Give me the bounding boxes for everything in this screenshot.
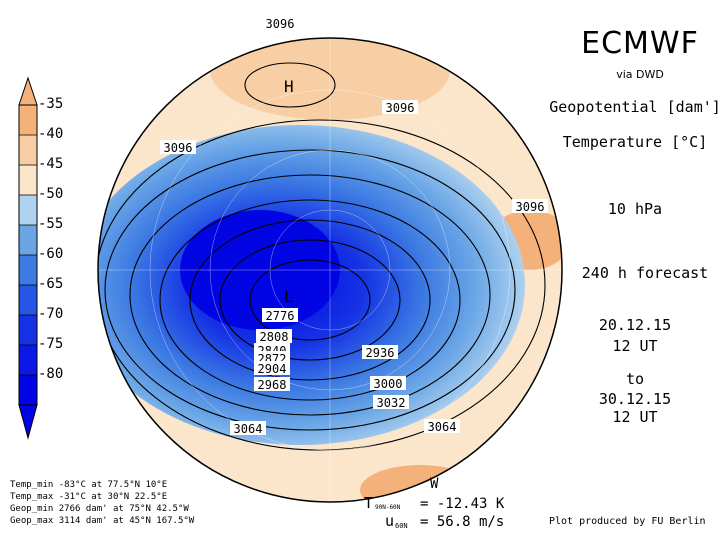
contour-label-box [382,100,418,114]
contour-label: 3096 [386,101,415,115]
colorbar-label: -55 [38,216,64,232]
colorbar-label: -50 [38,186,64,202]
geop-max-stat: Geop_max 3114 dam' at 45°N 167.5°W [10,516,195,526]
colorbar-label: -60 [38,246,64,262]
to-label: to [625,370,645,388]
contour-label: 2904 [258,362,287,376]
contour-label-box [160,140,196,154]
contour-label: 3064 [234,422,263,436]
pressure-level: 10 hPa [607,200,663,218]
colorbar-label: -70 [38,306,64,322]
u-index-symbol: u [385,512,395,530]
contour-label-box [370,376,406,390]
west-marker: W [430,476,439,492]
geop-min-stat: Geop_min 2766 dam' at 75°N 42.5°W [10,504,189,514]
init-time: 12 UT [612,337,658,355]
contour-label: 3064 [428,420,457,434]
contour-label: 2936 [366,346,395,360]
colorbar-label: -40 [38,126,64,142]
contour-label: 3096 [516,200,545,214]
contour-label: 2968 [258,378,287,392]
colorbar-label: -35 [38,96,64,112]
high-marker: H [284,77,294,96]
colorbar-label: -45 [38,156,64,172]
colorbar-label: -65 [38,276,64,292]
colorbar-label: -80 [38,366,64,382]
contour-label-box [254,377,290,391]
contour-label: 2808 [260,330,289,344]
temp-max-stat: Temp_max -31°C at 30°N 22.5°E [10,492,168,502]
init-date: 20.12.15 [598,316,672,334]
model-title: ECMWF [581,26,699,61]
t-index-subscript: 90N-60N [375,504,401,511]
contour-label-box [262,308,298,322]
contour-label: 3000 [374,377,403,391]
u-index-subscript: 60N [395,522,408,530]
u-index-value: = 56.8 m/s [420,514,505,530]
temp-min-stat: Temp_min -83°C at 77.5°N 10°E [10,480,168,490]
contour-label-box [262,16,298,30]
source-label: via DWD [616,68,664,81]
t-index-value: = -12.43 K [420,496,505,512]
credit-text: Plot produced by FU Berlin [549,516,706,527]
contour-label: 2776 [266,309,295,323]
contour-label-box [512,199,548,213]
variable-temperature: Temperature [°C] [562,133,708,151]
contour-label: 3096 [164,141,193,155]
contour-label-box [362,345,398,359]
contour-label-box [254,361,290,375]
t-index-symbol: T [364,494,374,512]
contour-label: 3096 [266,17,295,31]
contour-label-box [230,421,266,435]
contour-label-box [256,329,292,343]
low-marker: L [284,287,294,306]
variable-geopotential: Geopotential [dam'] [549,98,721,116]
contour-label: 3032 [377,396,406,410]
contour-label-box [424,419,460,433]
contour-label-box [373,395,409,409]
valid-date: 30.12.15 [598,390,672,408]
colorbar-label: -75 [38,336,64,352]
valid-time: 12 UT [612,408,658,426]
forecast-hours: 240 h forecast [581,264,709,282]
